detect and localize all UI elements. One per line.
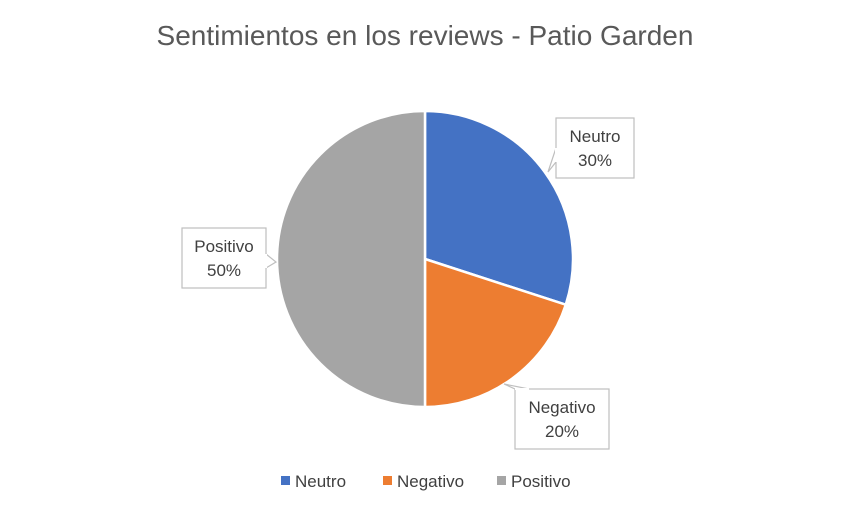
legend-label: Negativo	[397, 472, 464, 491]
callout-pointer	[265, 252, 278, 270]
data-label-category: Neutro	[569, 127, 620, 146]
legend-swatch	[281, 476, 290, 485]
data-label-positivo: Positivo 50%	[181, 227, 278, 289]
data-label-category: Positivo	[194, 237, 254, 256]
legend-item-positivo: Positivo	[497, 472, 571, 491]
legend-swatch	[383, 476, 392, 485]
legend-label: Neutro	[295, 472, 346, 491]
callout-pointer	[547, 147, 557, 173]
callout-box	[514, 388, 610, 450]
pie-slices	[275, 109, 575, 409]
legend-item-negativo: Negativo	[383, 472, 464, 491]
callout-box	[181, 227, 267, 289]
callout-box	[555, 117, 635, 179]
legend-item-neutro: Neutro	[281, 472, 346, 491]
pie-slice-negativo	[423, 257, 568, 409]
data-label-negativo: Negativo 20%	[503, 383, 610, 450]
data-label-percent: 30%	[578, 151, 612, 170]
data-label-percent: 50%	[207, 261, 241, 280]
data-labels: Neutro 30% Negativo 20% Positivo 50%	[181, 117, 635, 450]
legend: Neutro Negativo Positivo	[281, 472, 571, 491]
legend-swatch	[497, 476, 506, 485]
pie-slice-positivo	[275, 109, 427, 409]
data-label-category: Negativo	[528, 398, 595, 417]
pie-slice-neutro	[423, 109, 575, 306]
legend-label: Positivo	[511, 472, 571, 491]
data-label-neutro: Neutro 30%	[547, 117, 635, 179]
data-label-percent: 20%	[545, 422, 579, 441]
chart-title: Sentimientos en los reviews - Patio Gard…	[157, 20, 694, 51]
